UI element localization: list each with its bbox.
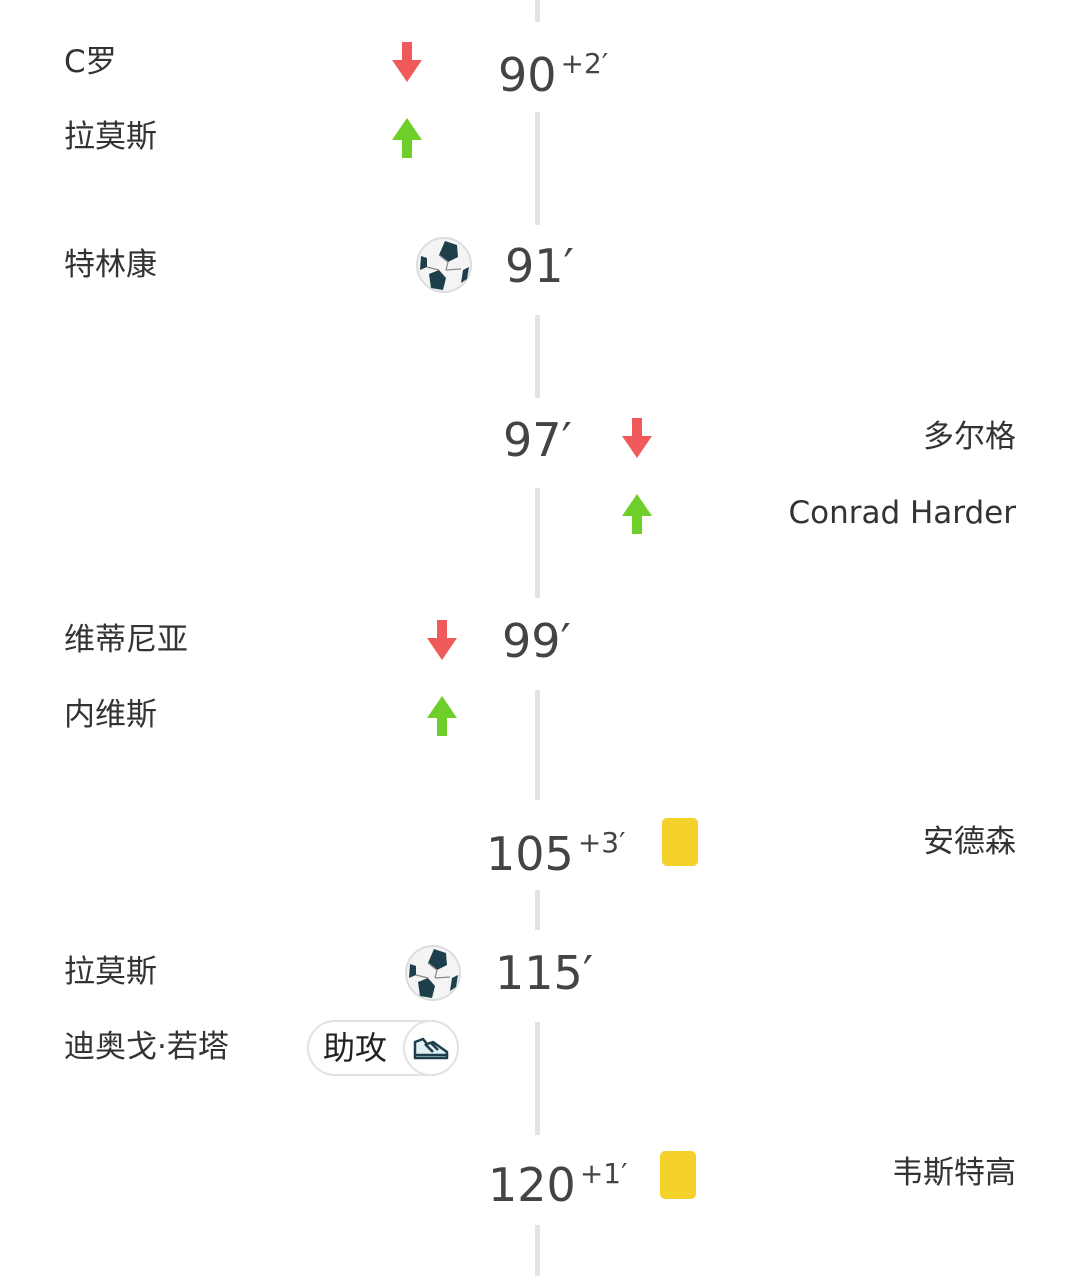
- event-minute: 115′: [495, 946, 594, 1000]
- player-in-name[interactable]: 内维斯: [64, 697, 157, 733]
- yellow-card-icon: [662, 818, 698, 866]
- event-minute: 99′: [502, 614, 571, 668]
- soccer-ball-icon: [416, 237, 472, 293]
- assist-badge: 助攻: [307, 1020, 459, 1076]
- assist-player-name[interactable]: 迪奥戈·若塔: [64, 1029, 229, 1065]
- goal-scorer-name[interactable]: 拉莫斯: [64, 954, 157, 990]
- arrow-up-icon: [427, 696, 457, 736]
- player-out-name[interactable]: 维蒂尼亚: [64, 622, 188, 658]
- goal-scorer-name[interactable]: 特林康: [64, 247, 157, 283]
- arrow-up-icon: [392, 118, 422, 158]
- assist-label: 助攻: [323, 1029, 388, 1067]
- player-in-name[interactable]: Conrad Harder: [788, 495, 1016, 531]
- timeline-segment: [535, 315, 540, 398]
- booked-player-name[interactable]: 韦斯特高: [892, 1155, 1016, 1191]
- event-minute: 105 +3′: [486, 826, 626, 881]
- arrow-up-icon: [622, 494, 652, 534]
- arrow-down-icon: [622, 418, 652, 458]
- arrow-down-icon: [427, 620, 457, 660]
- timeline-segment: [535, 1225, 540, 1276]
- player-out-name[interactable]: 多尔格: [923, 419, 1016, 455]
- timeline-segment: [535, 112, 540, 225]
- timeline-segment: [535, 690, 540, 800]
- yellow-card-icon: [660, 1151, 696, 1199]
- event-minute: 91′: [505, 239, 574, 293]
- player-in-name[interactable]: 拉莫斯: [64, 119, 157, 155]
- boot-icon: [403, 1020, 459, 1076]
- booked-player-name[interactable]: 安德森: [923, 824, 1016, 860]
- timeline-segment: [535, 890, 540, 930]
- timeline-segment: [535, 1022, 540, 1135]
- timeline-segment: [535, 488, 540, 598]
- event-minute: 97′: [503, 413, 572, 467]
- timeline-segment: [535, 0, 540, 22]
- player-out-name[interactable]: C罗: [64, 44, 117, 80]
- event-minute: 90 +2′: [498, 47, 609, 102]
- event-minute: 120 +1′: [488, 1157, 628, 1212]
- soccer-ball-icon: [405, 945, 461, 1001]
- arrow-down-icon: [392, 42, 422, 82]
